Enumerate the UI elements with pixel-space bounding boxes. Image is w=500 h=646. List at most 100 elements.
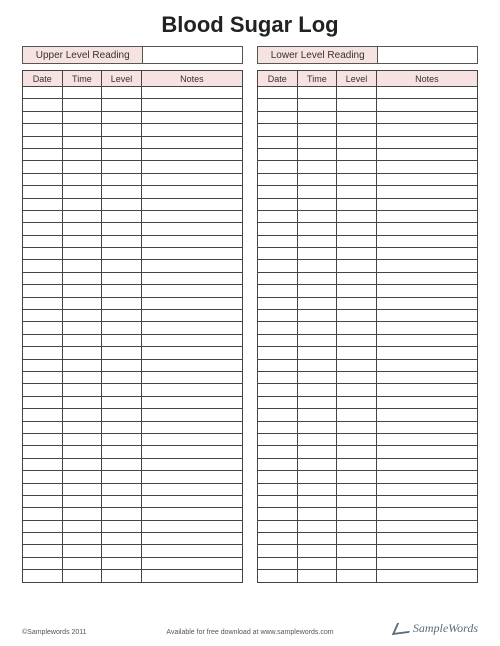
cell-time[interactable] xyxy=(62,173,102,185)
cell-notes[interactable] xyxy=(376,409,477,421)
cell-level[interactable] xyxy=(337,557,377,569)
cell-level[interactable] xyxy=(102,495,142,507)
cell-time[interactable] xyxy=(297,557,337,569)
cell-date[interactable] xyxy=(23,285,63,297)
cell-level[interactable] xyxy=(102,87,142,99)
cell-date[interactable] xyxy=(258,223,298,235)
cell-level[interactable] xyxy=(102,235,142,247)
cell-notes[interactable] xyxy=(376,483,477,495)
cell-time[interactable] xyxy=(297,359,337,371)
cell-notes[interactable] xyxy=(376,260,477,272)
cell-date[interactable] xyxy=(258,111,298,123)
cell-date[interactable] xyxy=(23,186,63,198)
cell-level[interactable] xyxy=(102,285,142,297)
cell-date[interactable] xyxy=(23,148,63,160)
cell-notes[interactable] xyxy=(376,520,477,532)
lower-section-value[interactable] xyxy=(378,47,477,63)
cell-date[interactable] xyxy=(258,161,298,173)
cell-time[interactable] xyxy=(297,285,337,297)
cell-level[interactable] xyxy=(102,446,142,458)
cell-notes[interactable] xyxy=(376,173,477,185)
cell-time[interactable] xyxy=(297,186,337,198)
cell-notes[interactable] xyxy=(376,285,477,297)
cell-date[interactable] xyxy=(23,520,63,532)
cell-time[interactable] xyxy=(297,396,337,408)
cell-level[interactable] xyxy=(337,223,377,235)
cell-date[interactable] xyxy=(258,87,298,99)
cell-notes[interactable] xyxy=(376,533,477,545)
cell-level[interactable] xyxy=(337,334,377,346)
cell-level[interactable] xyxy=(102,186,142,198)
cell-notes[interactable] xyxy=(141,508,242,520)
cell-notes[interactable] xyxy=(376,310,477,322)
cell-notes[interactable] xyxy=(141,260,242,272)
cell-time[interactable] xyxy=(62,471,102,483)
cell-notes[interactable] xyxy=(376,186,477,198)
cell-level[interactable] xyxy=(337,198,377,210)
cell-level[interactable] xyxy=(337,471,377,483)
cell-level[interactable] xyxy=(337,248,377,260)
cell-level[interactable] xyxy=(337,310,377,322)
cell-notes[interactable] xyxy=(376,384,477,396)
cell-date[interactable] xyxy=(23,409,63,421)
cell-level[interactable] xyxy=(337,322,377,334)
cell-level[interactable] xyxy=(337,148,377,160)
cell-time[interactable] xyxy=(297,310,337,322)
cell-time[interactable] xyxy=(297,433,337,445)
cell-time[interactable] xyxy=(297,471,337,483)
cell-time[interactable] xyxy=(297,533,337,545)
cell-level[interactable] xyxy=(337,99,377,111)
cell-level[interactable] xyxy=(337,421,377,433)
cell-time[interactable] xyxy=(297,173,337,185)
cell-level[interactable] xyxy=(102,334,142,346)
cell-time[interactable] xyxy=(297,384,337,396)
cell-date[interactable] xyxy=(258,99,298,111)
cell-date[interactable] xyxy=(258,124,298,136)
cell-level[interactable] xyxy=(337,235,377,247)
cell-time[interactable] xyxy=(62,409,102,421)
cell-date[interactable] xyxy=(23,508,63,520)
cell-date[interactable] xyxy=(23,297,63,309)
cell-time[interactable] xyxy=(62,285,102,297)
cell-date[interactable] xyxy=(23,495,63,507)
cell-time[interactable] xyxy=(62,384,102,396)
cell-notes[interactable] xyxy=(376,446,477,458)
cell-level[interactable] xyxy=(337,545,377,557)
cell-date[interactable] xyxy=(23,223,63,235)
cell-time[interactable] xyxy=(62,198,102,210)
cell-time[interactable] xyxy=(297,210,337,222)
cell-notes[interactable] xyxy=(141,322,242,334)
cell-notes[interactable] xyxy=(141,99,242,111)
cell-time[interactable] xyxy=(62,235,102,247)
cell-date[interactable] xyxy=(258,446,298,458)
cell-date[interactable] xyxy=(258,508,298,520)
cell-level[interactable] xyxy=(102,260,142,272)
cell-level[interactable] xyxy=(102,223,142,235)
cell-date[interactable] xyxy=(23,396,63,408)
cell-time[interactable] xyxy=(62,136,102,148)
cell-date[interactable] xyxy=(23,260,63,272)
cell-notes[interactable] xyxy=(376,570,477,582)
cell-time[interactable] xyxy=(62,421,102,433)
cell-level[interactable] xyxy=(102,310,142,322)
cell-time[interactable] xyxy=(297,520,337,532)
cell-notes[interactable] xyxy=(376,458,477,470)
cell-date[interactable] xyxy=(23,458,63,470)
cell-notes[interactable] xyxy=(141,471,242,483)
cell-time[interactable] xyxy=(297,235,337,247)
cell-level[interactable] xyxy=(102,471,142,483)
cell-notes[interactable] xyxy=(376,136,477,148)
cell-level[interactable] xyxy=(337,173,377,185)
cell-time[interactable] xyxy=(297,334,337,346)
cell-date[interactable] xyxy=(23,173,63,185)
cell-time[interactable] xyxy=(297,260,337,272)
cell-time[interactable] xyxy=(62,161,102,173)
cell-level[interactable] xyxy=(337,297,377,309)
cell-date[interactable] xyxy=(258,334,298,346)
cell-date[interactable] xyxy=(23,310,63,322)
cell-level[interactable] xyxy=(102,359,142,371)
cell-notes[interactable] xyxy=(376,198,477,210)
cell-level[interactable] xyxy=(337,483,377,495)
cell-date[interactable] xyxy=(258,545,298,557)
cell-notes[interactable] xyxy=(376,359,477,371)
